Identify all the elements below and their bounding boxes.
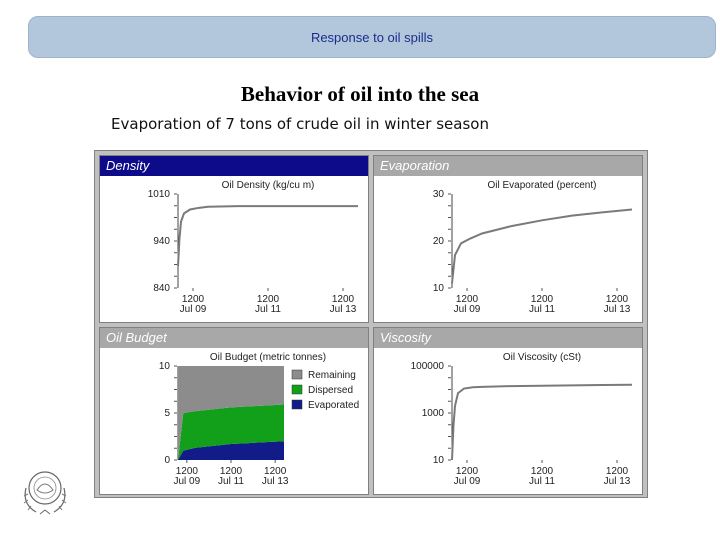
- panel-title-viscosity: Viscosity: [374, 328, 642, 348]
- y-tick-label: 30: [433, 189, 445, 200]
- series-line: [451, 383, 633, 461]
- legend-label-evaporated: Evaporated: [308, 400, 359, 411]
- y-tick-label: 840: [153, 283, 170, 294]
- y-tick-label: 10: [159, 361, 171, 372]
- y-tick-label: 0: [164, 455, 170, 466]
- x-tick-label: 1200 Jul 13: [604, 294, 631, 315]
- y-tick-label: 20: [433, 236, 445, 247]
- chart-title: Oil Density (kg/cu m): [222, 180, 315, 191]
- area-dispersed: [178, 404, 284, 460]
- y-tick-label: 10: [433, 455, 445, 466]
- x-tick-label: 1200 Jul 09: [173, 466, 200, 487]
- y-tick-label: 5: [164, 408, 170, 419]
- chart-window: Density Oil Density (kg/cu m) 1010 940 840 1…: [94, 150, 648, 498]
- legend-swatch-dispersed: [291, 384, 303, 395]
- legend-swatch-evaporated: [291, 399, 303, 410]
- x-tick-label: 1200 Jul 11: [529, 466, 555, 487]
- chart-title: Oil Viscosity (cSt): [503, 352, 581, 363]
- density-chart: Oil Density (kg/cu m) 1010 940 840 1200 Jul 0…: [148, 180, 358, 315]
- series-line: [177, 205, 358, 266]
- evaporation-chart: Oil Evaporated (percent) 30 20 10 1200 Jul 09…: [433, 180, 633, 315]
- chart-title: Oil Budget (metric tonnes): [210, 352, 326, 363]
- panel-density[interactable]: Density Oil Density (kg/cu m) 1010 940 840 1…: [99, 155, 369, 323]
- panel-viscosity[interactable]: Viscosity Oil Viscosity (cSt) 100000 1000 1…: [373, 327, 643, 495]
- y-tick-label: 1010: [148, 189, 171, 200]
- x-tick-label: 1200 Jul 11: [255, 294, 281, 315]
- x-tick-label: 1200 Jul 09: [454, 466, 481, 487]
- series-line: [451, 208, 633, 284]
- viscosity-chart: Oil Viscosity (cSt) 100000 1000 10 1200 Jul 0…: [411, 352, 633, 487]
- header-banner: Response to oil spills: [28, 16, 716, 58]
- page-subheading: Evaporation of 7 tons of crude oil in wi…: [111, 115, 489, 133]
- panel-evaporation[interactable]: Evaporation Oil Evaporated (percent) 30 20…: [373, 155, 643, 323]
- y-tick-label: 100000: [411, 361, 445, 372]
- panel-title-evaporation: Evaporation: [374, 156, 642, 176]
- x-tick-label: 1200 Jul 13: [604, 466, 631, 487]
- y-tick-label: 940: [153, 236, 170, 247]
- panel-title-oil-budget: Oil Budget: [100, 328, 368, 348]
- header-title: Response to oil spills: [310, 29, 434, 45]
- x-tick-label: 1200 Jul 11: [218, 466, 244, 487]
- x-tick-label: 1200 Jul 11: [529, 294, 555, 315]
- area-evaporated: [178, 441, 284, 460]
- x-tick-label: 1200 Jul 13: [330, 294, 357, 315]
- chart-title: Oil Evaporated (percent): [488, 180, 597, 191]
- legend-label-remaining: Remaining: [308, 370, 356, 381]
- legend-label-dispersed: Dispersed: [308, 385, 353, 396]
- page-heading: Behavior of oil into the sea: [240, 82, 480, 106]
- legend-swatch-remaining: [291, 369, 303, 380]
- y-tick-label: 1000: [422, 408, 445, 419]
- area-remaining: [178, 366, 284, 460]
- y-tick-label: 10: [433, 283, 445, 294]
- x-tick-label: 1200 Jul 13: [262, 466, 289, 487]
- x-tick-label: 1200 Jul 09: [454, 294, 481, 315]
- panel-oil-budget[interactable]: Oil Budget Oil Budget (metric tonnes) 10 5…: [99, 327, 369, 495]
- panel-title-density: Density: [100, 156, 368, 176]
- emblem-logo: [23, 471, 67, 515]
- x-tick-label: 1200 Jul 09: [180, 294, 207, 315]
